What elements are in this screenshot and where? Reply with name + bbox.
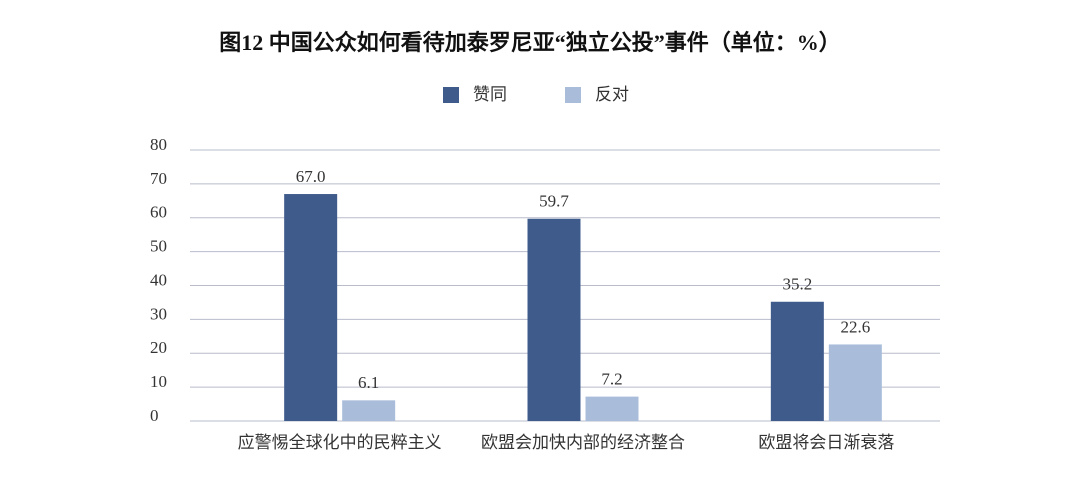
y-tick-label: 80 (150, 135, 167, 154)
bar (342, 400, 396, 421)
y-tick-label: 40 (150, 270, 167, 289)
legend-swatch (443, 87, 459, 103)
y-tick-label: 30 (150, 304, 167, 323)
y-tick-label: 0 (150, 406, 159, 425)
bar (585, 396, 639, 421)
value-label: 59.7 (539, 192, 569, 211)
value-label: 35.2 (782, 275, 812, 294)
x-tick-label: 欧盟会加快内部的经济整合 (481, 433, 685, 453)
chart-title: 图12 中国公众如何看待加泰罗尼亚“独立公投”事件（单位：%） (219, 30, 841, 55)
y-tick-label: 70 (150, 169, 167, 188)
legend-label: 反对 (595, 85, 629, 105)
y-tick-label: 50 (150, 237, 167, 256)
value-label: 6.1 (358, 373, 379, 392)
value-label: 22.6 (840, 317, 870, 336)
y-tick-label: 60 (150, 203, 167, 222)
x-tick-label: 应警惕全球化中的民粹主义 (238, 433, 442, 453)
legend-label: 赞同 (473, 85, 507, 105)
x-tick-label: 欧盟将会日渐衰落 (758, 433, 894, 453)
bar (527, 218, 581, 421)
y-tick-label: 10 (150, 372, 167, 391)
value-label: 7.2 (601, 370, 622, 389)
y-tick-label: 20 (150, 338, 167, 357)
value-label: 67.0 (296, 167, 326, 186)
bar (284, 194, 338, 421)
bar (828, 344, 882, 421)
bar (770, 301, 824, 421)
legend-swatch (565, 87, 581, 103)
